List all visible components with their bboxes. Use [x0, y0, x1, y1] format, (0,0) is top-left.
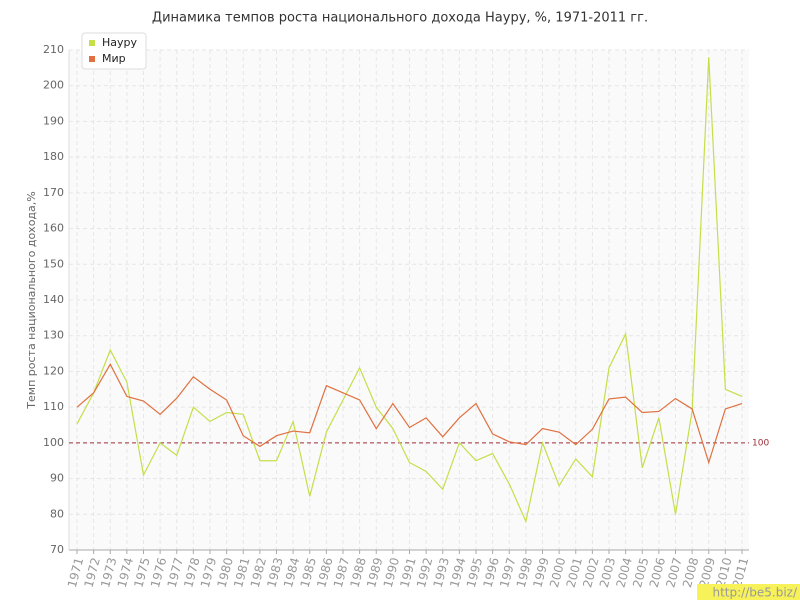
legend-box [81, 32, 147, 70]
watermark-bg [697, 584, 800, 600]
y-tick-label: 130 [43, 329, 64, 342]
y-tick-label: 120 [43, 364, 64, 377]
legend-label: Науру [102, 36, 138, 49]
legend-label: Мир [102, 52, 126, 65]
reference-label: 100 [752, 438, 769, 448]
y-tick-label: 170 [43, 186, 64, 199]
chart-title: Динамика темпов роста национального дохо… [152, 11, 648, 26]
y-tick-label: 150 [43, 257, 64, 270]
legend-swatch [89, 56, 95, 62]
y-tick-label: 90 [50, 472, 64, 485]
y-tick-label: 70 [50, 543, 64, 556]
y-tick-label: 200 [43, 79, 64, 92]
y-tick-label: 110 [43, 400, 64, 413]
y-tick-label: 160 [43, 222, 64, 235]
y-tick-label: 180 [43, 150, 64, 163]
y-tick-label: 80 [50, 507, 64, 520]
watermark: http://be5.biz/ [712, 586, 797, 600]
series-line [76, 363, 743, 465]
legend-swatch [89, 40, 95, 46]
y-tick-label: 190 [43, 114, 64, 127]
series-line [76, 57, 743, 524]
y-tick-label: 210 [43, 43, 64, 56]
y-axis-label: Темп роста национального дохода,% [25, 191, 38, 409]
legend: Науру Мир [81, 32, 147, 70]
y-tick-label: 100 [43, 436, 64, 449]
y-tick-label: 140 [43, 293, 64, 306]
